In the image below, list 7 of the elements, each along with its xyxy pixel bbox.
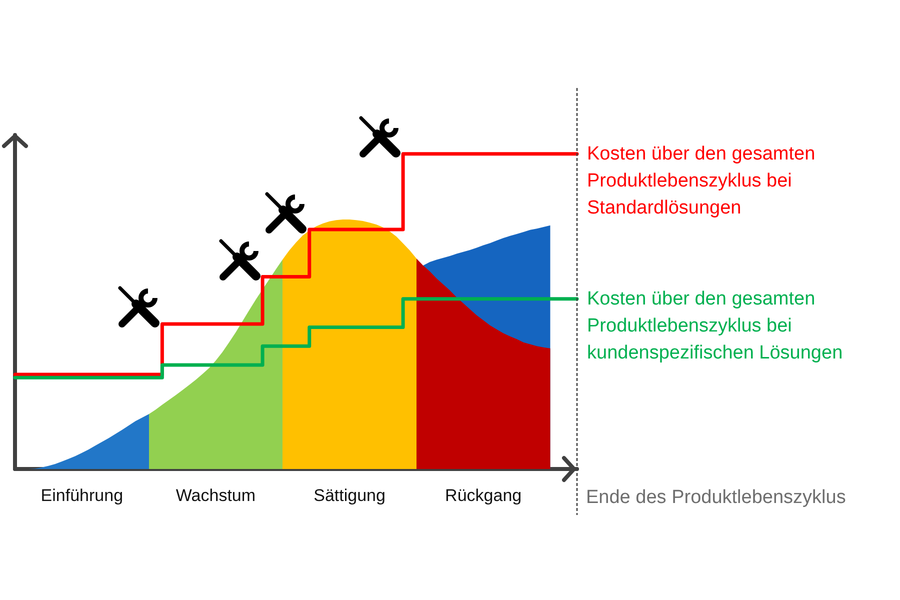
series-label: Kosten über den gesamten Produktlebenszyklus bei kundenspezifischen Lösungen <box>587 288 843 364</box>
x-tick-label: Einführung <box>40 486 124 505</box>
x-tick-label: Sättigung <box>314 486 386 505</box>
text: Ende des Produktlebenszyklus <box>586 487 846 508</box>
series-label: Kosten über den gesamten Produktlebenszyklus bei Standardlösungen <box>587 143 820 218</box>
x-tick-label: Wachstum <box>176 486 256 505</box>
x-tick-label: Rückgang <box>445 486 522 505</box>
